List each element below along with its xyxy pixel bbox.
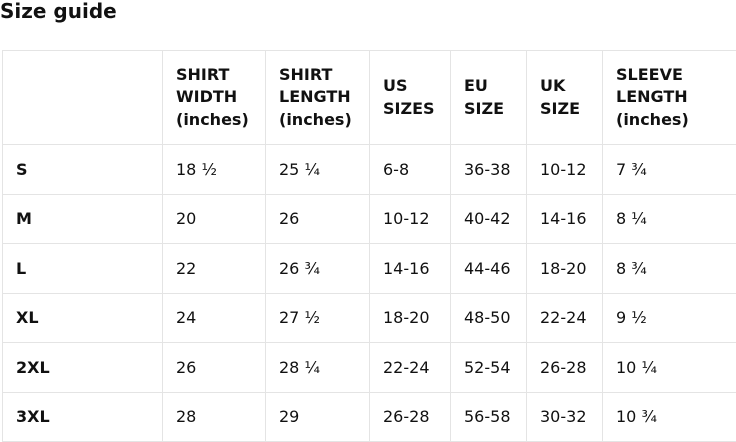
column-header: SHIRT LENGTH (inches) xyxy=(265,50,370,145)
table-cell: 8 ¾ xyxy=(602,243,736,294)
table-row: S 18 ½ 25 ¼ 6-8 36-38 10-12 7 ¾ xyxy=(2,144,736,195)
table-row: L 22 26 ¾ 14-16 44-46 18-20 8 ¾ xyxy=(2,243,736,294)
table-cell: 22 xyxy=(162,243,266,294)
table-cell: 22-24 xyxy=(526,292,603,343)
table-cell: 40-42 xyxy=(450,193,527,244)
table-cell: 10 ¼ xyxy=(602,342,736,393)
table-cell: 26 ¾ xyxy=(265,243,370,294)
table-cell: 30-32 xyxy=(526,391,603,442)
table-cell: 18-20 xyxy=(369,292,451,343)
page-title: Size guide xyxy=(0,0,117,23)
table-cell: 29 xyxy=(265,391,370,442)
table-header-row: SHIRT WIDTH (inches) SHIRT LENGTH (inches… xyxy=(2,50,736,145)
table-row: M 20 26 10-12 40-42 14-16 8 ¼ xyxy=(2,193,736,244)
table-cell: 14-16 xyxy=(526,193,603,244)
size-label-cell: M xyxy=(2,193,163,244)
table-cell: 26-28 xyxy=(369,391,451,442)
size-label-cell: S xyxy=(2,144,163,195)
table-cell: 56-58 xyxy=(450,391,527,442)
table-cell: 10 ¾ xyxy=(602,391,736,442)
table-cell: 44-46 xyxy=(450,243,527,294)
table-cell: 18 ½ xyxy=(162,144,266,195)
table-cell: 26 xyxy=(162,342,266,393)
table-row: XL 24 27 ½ 18-20 48-50 22-24 9 ½ xyxy=(2,292,736,343)
size-label-cell: 2XL xyxy=(2,342,163,393)
table-cell: 18-20 xyxy=(526,243,603,294)
table-cell: 26-28 xyxy=(526,342,603,393)
size-guide-table: SHIRT WIDTH (inches) SHIRT LENGTH (inches… xyxy=(2,50,736,442)
table-cell: 28 ¼ xyxy=(265,342,370,393)
size-label-cell: 3XL xyxy=(2,391,163,442)
column-header: SHIRT WIDTH (inches) xyxy=(162,50,266,145)
size-label-cell: XL xyxy=(2,292,163,343)
size-label-cell: L xyxy=(2,243,163,294)
table-cell: 27 ½ xyxy=(265,292,370,343)
table-row: 3XL 28 29 26-28 56-58 30-32 10 ¾ xyxy=(2,391,736,442)
table-cell: 22-24 xyxy=(369,342,451,393)
column-header: UK SIZE xyxy=(526,50,603,145)
column-header xyxy=(2,50,163,145)
table-cell: 48-50 xyxy=(450,292,527,343)
table-cell: 25 ¼ xyxy=(265,144,370,195)
table-cell: 36-38 xyxy=(450,144,527,195)
table-cell: 10-12 xyxy=(526,144,603,195)
table-cell: 28 xyxy=(162,391,266,442)
table-row: 2XL 26 28 ¼ 22-24 52-54 26-28 10 ¼ xyxy=(2,342,736,393)
column-header: EU SIZE xyxy=(450,50,527,145)
column-header: US SIZES xyxy=(369,50,451,145)
column-header: SLEEVE LENGTH (inches) xyxy=(602,50,736,145)
table-cell: 14-16 xyxy=(369,243,451,294)
table-cell: 7 ¾ xyxy=(602,144,736,195)
table-cell: 52-54 xyxy=(450,342,527,393)
table-cell: 6-8 xyxy=(369,144,451,195)
table-cell: 10-12 xyxy=(369,193,451,244)
table-cell: 20 xyxy=(162,193,266,244)
table-cell: 8 ¼ xyxy=(602,193,736,244)
table-cell: 24 xyxy=(162,292,266,343)
table-cell: 9 ½ xyxy=(602,292,736,343)
table-cell: 26 xyxy=(265,193,370,244)
